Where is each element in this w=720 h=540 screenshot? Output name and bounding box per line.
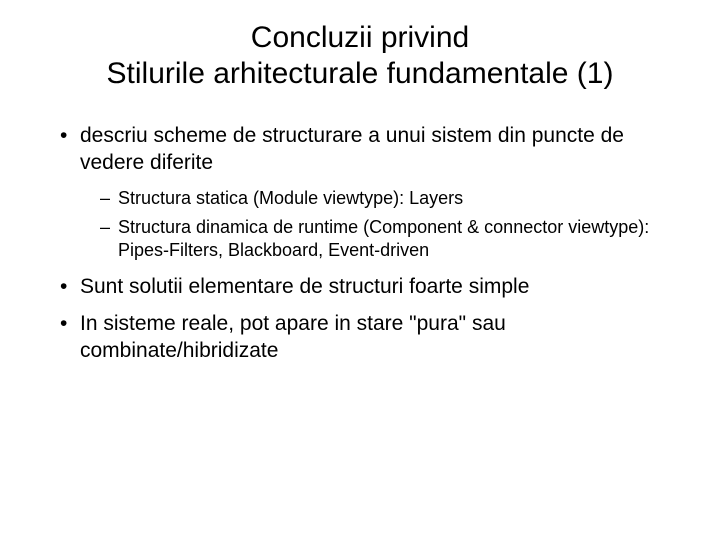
list-item: Structura dinamica de runtime (Component…	[100, 216, 690, 263]
list-item: Structura statica (Module viewtype): Lay…	[100, 187, 690, 210]
list-item: descriu scheme de structurare a unui sis…	[60, 122, 690, 263]
bullet-text: In sisteme reale, pot apare in stare "pu…	[80, 312, 506, 362]
title-line-1: Concluzii privind	[251, 21, 469, 54]
sub-bullet-text: Structura dinamica de runtime (Component…	[118, 217, 649, 260]
list-item: Sunt solutii elementare de structuri foa…	[60, 273, 690, 300]
bullet-text: descriu scheme de structurare a unui sis…	[80, 124, 624, 174]
slide-title: Concluzii privind Stilurile arhitectural…	[30, 20, 690, 92]
bullet-text: Sunt solutii elementare de structuri foa…	[80, 275, 529, 298]
sub-bullet-list: Structura statica (Module viewtype): Lay…	[80, 187, 690, 263]
list-item: In sisteme reale, pot apare in stare "pu…	[60, 310, 690, 365]
title-line-2: Stilurile arhitecturale fundamentale (1)	[107, 57, 614, 90]
bullet-list: descriu scheme de structurare a unui sis…	[30, 122, 690, 365]
sub-bullet-text: Structura statica (Module viewtype): Lay…	[118, 188, 463, 208]
